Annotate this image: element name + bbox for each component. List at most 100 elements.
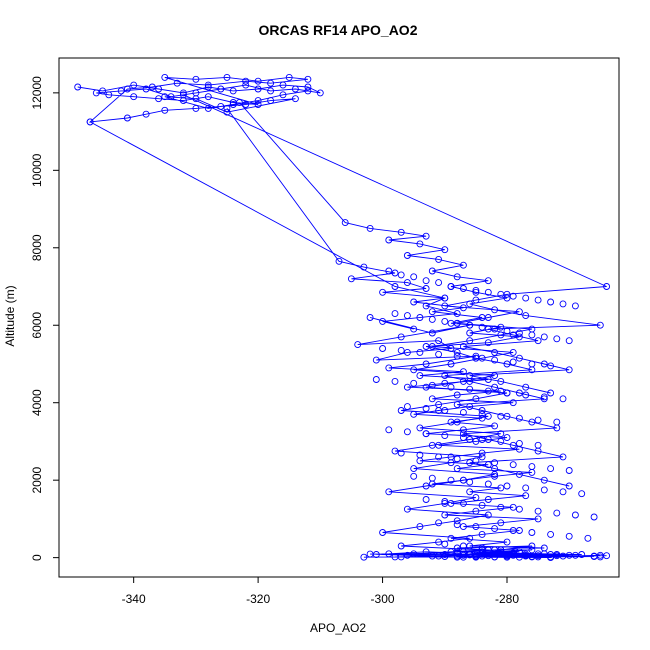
data-point xyxy=(341,219,349,227)
data-point xyxy=(397,346,405,354)
data-point xyxy=(453,391,461,399)
data-point xyxy=(453,348,461,356)
data-point xyxy=(161,93,169,101)
data-point xyxy=(192,104,200,112)
data-point xyxy=(478,414,486,422)
data-point xyxy=(503,294,511,302)
data-point xyxy=(472,354,480,362)
series-points xyxy=(74,73,611,562)
y-axis-label: Altitude (m) xyxy=(3,285,17,346)
data-point xyxy=(179,89,187,97)
data-point xyxy=(459,377,467,385)
data-point xyxy=(491,553,499,561)
data-point xyxy=(491,422,499,430)
data-point xyxy=(379,529,387,536)
y-tick-label: 12000 xyxy=(30,76,44,110)
data-point xyxy=(553,509,561,517)
data-point xyxy=(453,521,461,529)
data-point xyxy=(441,511,449,519)
data-point xyxy=(441,379,449,387)
data-point xyxy=(410,410,418,418)
data-point xyxy=(372,356,380,364)
data-point xyxy=(142,85,150,93)
data-point xyxy=(466,372,474,380)
data-point xyxy=(422,430,430,438)
data-point xyxy=(547,298,555,306)
data-point xyxy=(540,360,548,368)
data-point xyxy=(472,507,480,515)
data-point xyxy=(466,337,474,345)
data-point xyxy=(242,101,250,108)
data-point xyxy=(254,85,262,93)
data-point xyxy=(347,275,355,283)
data-point xyxy=(472,553,480,561)
data-point xyxy=(491,348,499,356)
data-point xyxy=(509,441,517,449)
data-point xyxy=(603,283,611,290)
data-point xyxy=(497,430,505,438)
x-tick-label: -280 xyxy=(495,592,519,606)
data-point xyxy=(410,298,418,306)
data-point xyxy=(410,273,418,281)
data-point xyxy=(522,312,530,320)
data-point xyxy=(515,439,523,447)
data-point xyxy=(459,523,467,531)
data-point xyxy=(204,81,212,89)
data-point xyxy=(466,300,474,308)
data-point xyxy=(509,503,517,511)
data-point xyxy=(254,101,262,108)
data-point xyxy=(304,75,312,83)
data-point xyxy=(565,467,573,474)
data-point xyxy=(453,549,461,557)
data-point xyxy=(447,345,455,352)
data-point xyxy=(534,515,542,523)
data-point xyxy=(466,534,474,542)
data-point xyxy=(453,465,461,473)
data-point xyxy=(590,513,598,521)
data-point xyxy=(123,114,131,122)
data-point xyxy=(291,85,299,93)
data-point xyxy=(515,553,523,561)
data-point xyxy=(422,383,430,391)
data-point xyxy=(497,546,505,554)
data-point xyxy=(472,352,480,360)
data-point xyxy=(459,542,467,550)
data-point xyxy=(497,377,505,385)
data-point xyxy=(522,383,530,391)
data-point xyxy=(453,553,461,561)
data-point xyxy=(459,476,467,484)
data-point xyxy=(385,426,393,434)
data-point xyxy=(578,490,586,498)
data-point xyxy=(161,73,169,81)
data-point xyxy=(379,317,387,325)
data-point xyxy=(403,505,411,513)
data-point xyxy=(422,302,430,310)
y-tick-label: 10000 xyxy=(30,153,44,187)
data-point xyxy=(559,300,567,308)
data-point xyxy=(528,360,536,368)
data-point xyxy=(528,331,536,339)
y-tick-label: 4000 xyxy=(30,389,44,416)
y-tick-label: 2000 xyxy=(30,467,44,494)
data-point xyxy=(267,79,275,87)
series-lines xyxy=(77,76,607,559)
data-point xyxy=(466,403,474,411)
data-point xyxy=(466,385,474,393)
data-point xyxy=(534,296,542,304)
data-point xyxy=(491,459,499,467)
data-point xyxy=(130,81,138,89)
data-point xyxy=(540,476,548,484)
data-point xyxy=(254,97,262,105)
data-point xyxy=(447,534,455,542)
data-point xyxy=(565,482,573,490)
data-point xyxy=(254,77,262,85)
data-point xyxy=(366,314,374,321)
data-point xyxy=(441,499,449,507)
data-point xyxy=(441,302,449,310)
data-point xyxy=(391,269,399,277)
data-point xyxy=(472,395,480,403)
data-point xyxy=(515,470,523,478)
data-point xyxy=(410,472,418,480)
data-point xyxy=(515,308,523,316)
data-point xyxy=(547,389,555,397)
